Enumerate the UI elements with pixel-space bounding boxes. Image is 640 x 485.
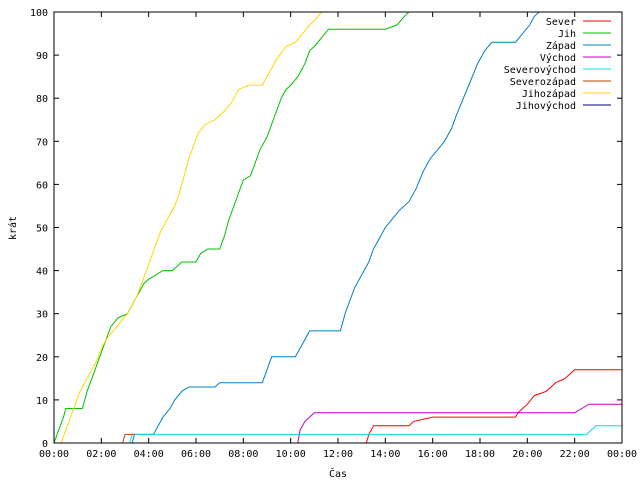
y-tick-label: 10 [36, 396, 48, 407]
y-tick-label: 80 [36, 94, 48, 105]
x-tick-label: 06:00 [181, 449, 211, 460]
y-tick-label: 70 [36, 137, 48, 148]
legend-label: Sever [546, 17, 576, 28]
legend-label: Jih [558, 29, 576, 40]
x-tick-label: 22:00 [560, 449, 590, 460]
x-tick-label: 12:00 [323, 449, 353, 460]
x-tick-label: 14:00 [370, 449, 400, 460]
legend-label: Severozápad [510, 76, 576, 88]
series-line-jih [53, 11, 410, 444]
legend-label: Jihovýchod [516, 100, 576, 112]
series-line-vychod [297, 403, 622, 444]
y-tick-label: 90 [36, 51, 48, 62]
x-tick-label: 10:00 [276, 449, 306, 460]
y-tick-label: 0 [42, 439, 48, 450]
x-tick-label: 04:00 [134, 449, 164, 460]
x-tick-label: 18:00 [465, 449, 495, 460]
y-tick-label: 50 [36, 224, 48, 235]
legend-label: Západ [546, 40, 576, 52]
y-axis-label: krát [7, 216, 19, 240]
x-tick-label: 00:00 [39, 449, 69, 460]
y-tick-label: 100 [30, 8, 48, 19]
y-tick-label: 40 [36, 267, 48, 278]
y-tick-label: 60 [36, 180, 48, 191]
y-tick-label: 30 [36, 310, 48, 321]
x-tick-label: 00:00 [607, 449, 637, 460]
series-line-severozapad [122, 433, 135, 444]
x-tick-label: 16:00 [418, 449, 448, 460]
series-line-zapad [131, 11, 540, 444]
x-tick-label: 08:00 [228, 449, 258, 460]
legend-label: Východ [540, 52, 576, 64]
series-line-jihozapad [60, 11, 322, 444]
x-tick-label: 20:00 [512, 449, 542, 460]
x-axis-label: Čas [329, 467, 347, 480]
series-line-severovychod [129, 425, 622, 444]
legend-label: Severovýchod [504, 64, 576, 76]
legend-label: Jihozápad [522, 88, 576, 100]
series-line-sever [365, 369, 622, 444]
y-tick-label: 20 [36, 353, 48, 364]
x-tick-label: 02:00 [86, 449, 116, 460]
